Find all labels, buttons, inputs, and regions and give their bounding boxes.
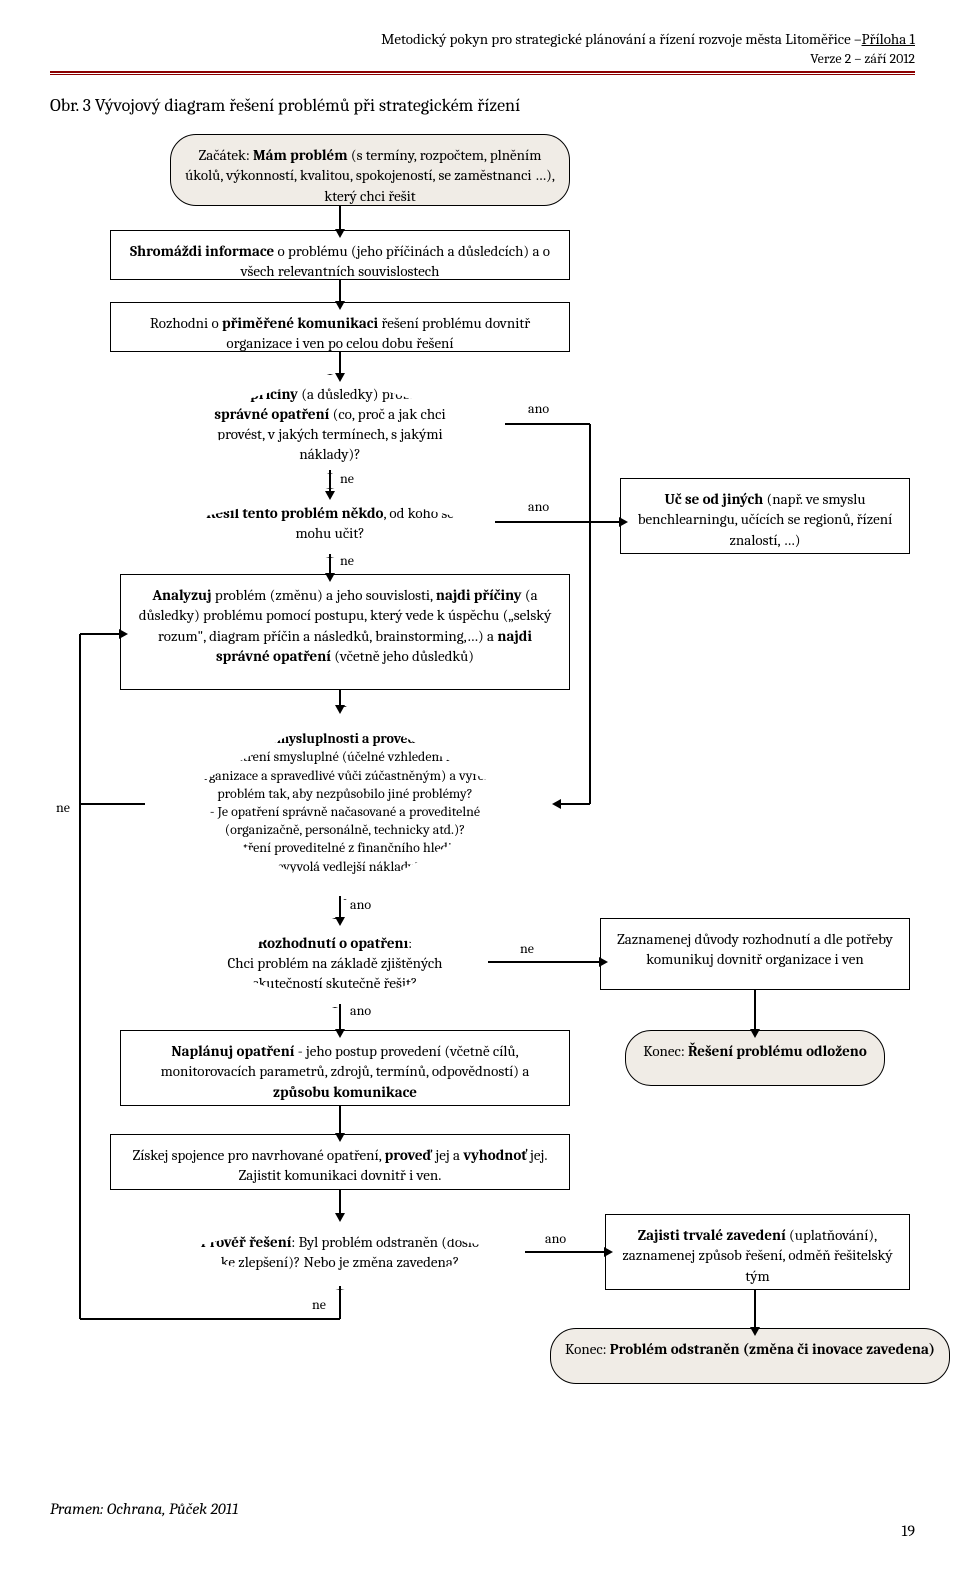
figure-title: Obr. 3 Vývojový diagram řešení problémů … bbox=[50, 95, 915, 116]
node-ziskej: Získej spojence pro navrhované opatření,… bbox=[110, 1134, 570, 1190]
node-rozhodnuti: Rozhodnutí o opatření:Chci problém na zá… bbox=[170, 918, 500, 1008]
node-naplanuj: Naplánuj opatření - jeho postup proveden… bbox=[120, 1030, 570, 1106]
header-rule bbox=[50, 71, 915, 75]
node-overeni: Ověření smysluplnosti a proveditelnosti:… bbox=[130, 706, 560, 900]
header-version: Verze 2 – září 2012 bbox=[50, 50, 915, 67]
node-konec1: Konec: Řešení problému odloženo bbox=[625, 1030, 885, 1086]
node-prover: Prověř řešení: Byl problém odstraněn (do… bbox=[140, 1214, 540, 1290]
header-title: Metodický pokyn pro strategické plánován… bbox=[50, 30, 915, 48]
page-number: 19 bbox=[50, 1522, 915, 1540]
source: Pramen: Ochrana, Půček 2011 bbox=[50, 1500, 915, 1518]
label-ne-side: ne bbox=[56, 799, 70, 816]
node-znam: Znám příčiny (a důsledky) problému a spr… bbox=[140, 374, 520, 474]
node-start: Začátek: Mám problém (s termíny, rozpočt… bbox=[170, 134, 570, 206]
node-zajisti: Zajisti trvalé zavedení (uplatňování), z… bbox=[605, 1214, 910, 1290]
flowchart: Začátek: Mám problém (s termíny, rozpočt… bbox=[50, 134, 915, 1494]
node-konec2: Konec: Problém odstraněn (změna či inova… bbox=[550, 1328, 950, 1384]
node-uc: Uč se od jiných (např. ve smyslu benchle… bbox=[620, 478, 910, 554]
header-title-underline: Příloha 1 bbox=[862, 30, 915, 48]
node-zaznamenej: Zaznamenej důvody rozhodnutí a dle potře… bbox=[600, 918, 910, 990]
header-title-plain: Metodický pokyn pro strategické plánován… bbox=[381, 30, 861, 48]
node-analyzuj: Analyzuj problém (změnu) a jeho souvislo… bbox=[120, 574, 570, 690]
